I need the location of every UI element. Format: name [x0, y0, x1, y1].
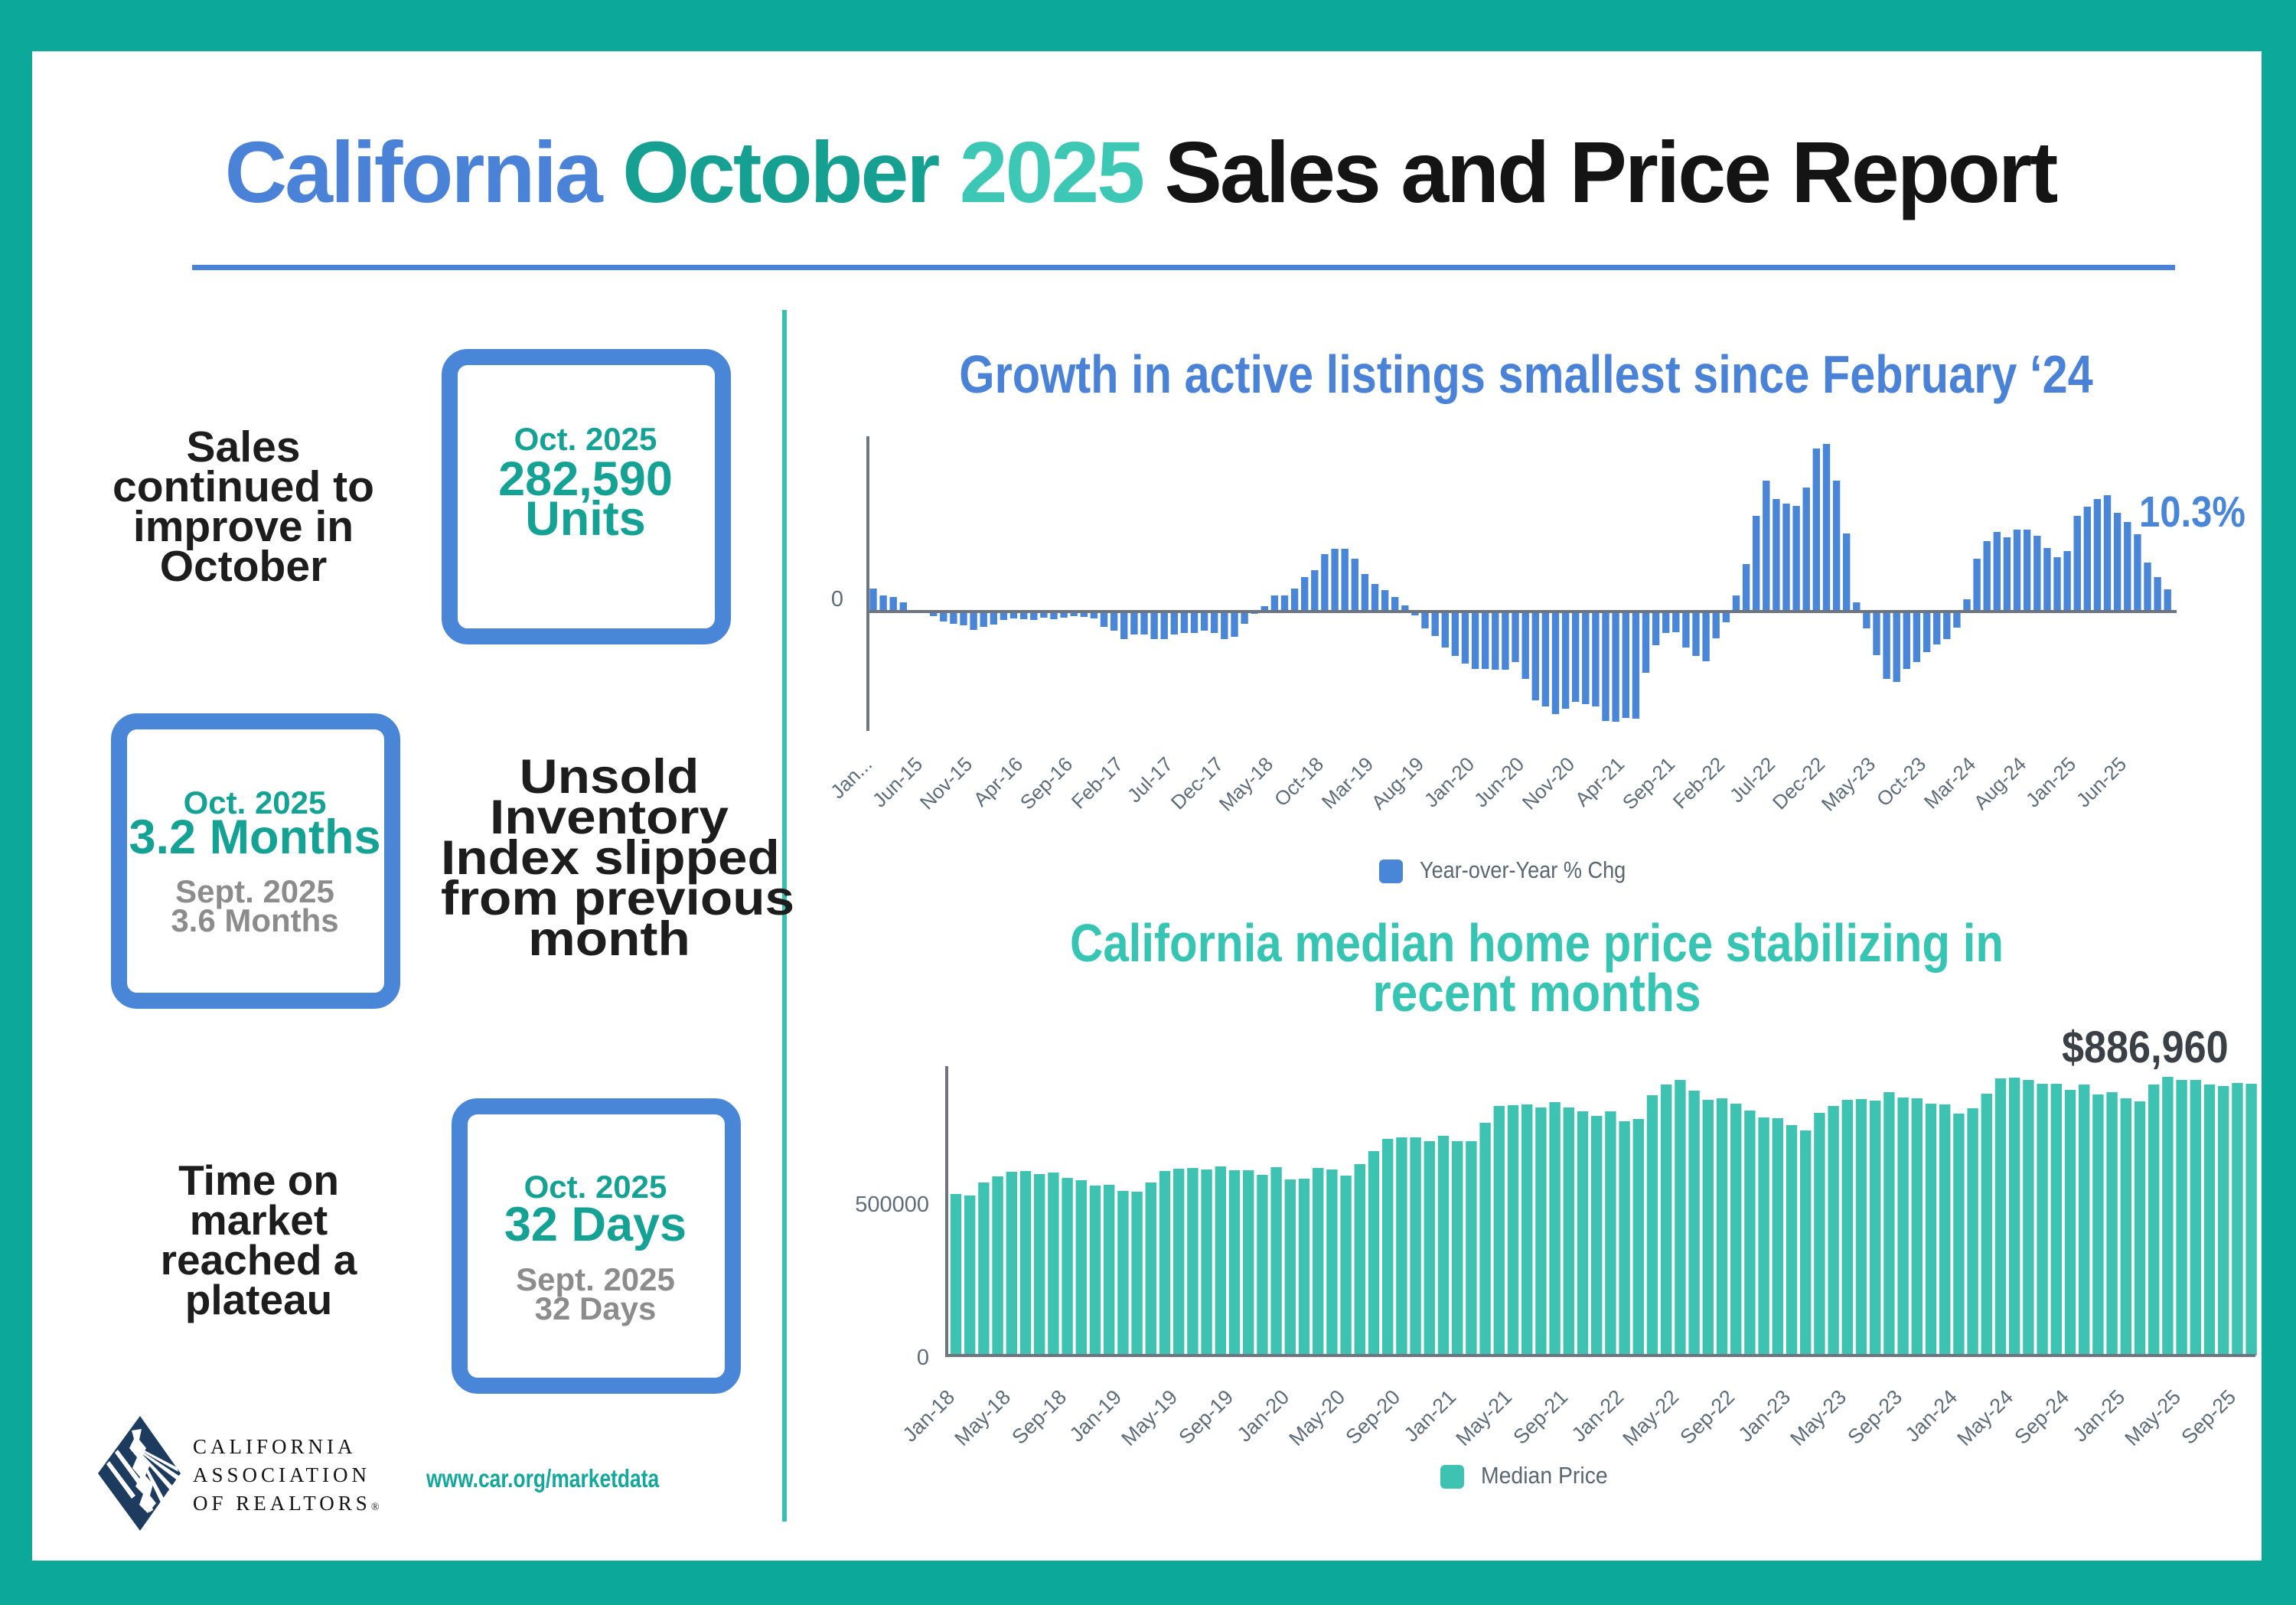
svg-text:Mar-19: Mar-19: [1317, 752, 1378, 813]
svg-text:500000: 500000: [855, 1192, 929, 1217]
svg-text:10.3%: 10.3%: [2139, 488, 2245, 537]
svg-text:Jan-22: Jan-22: [1567, 1385, 1629, 1447]
svg-text:Nov-20: Nov-20: [1518, 752, 1579, 814]
svg-text:Mar-24: Mar-24: [1919, 752, 1980, 813]
svg-text:0: 0: [831, 587, 843, 612]
svg-text:Sep-23: Sep-23: [1843, 1385, 1906, 1449]
svg-text:Jun-20: Jun-20: [1469, 752, 1528, 811]
svg-text:May-21: May-21: [1451, 1385, 1516, 1450]
svg-text:Sep-21: Sep-21: [1618, 752, 1679, 814]
svg-text:Median Price: Median Price: [1481, 1463, 1608, 1489]
svg-text:Sep-25: Sep-25: [2177, 1385, 2240, 1449]
svg-text:Jan-25: Jan-25: [2021, 752, 2080, 811]
svg-text:Jan-23: Jan-23: [1734, 1385, 1795, 1447]
svg-text:May-25: May-25: [2120, 1385, 2185, 1450]
svg-text:May-24: May-24: [1952, 1385, 2017, 1450]
svg-text:Sep-20: Sep-20: [1341, 1385, 1404, 1449]
svg-text:Jan-21: Jan-21: [1400, 1385, 1461, 1447]
svg-text:Jan-18: Jan-18: [899, 1385, 960, 1447]
svg-text:Sep-24: Sep-24: [2010, 1385, 2073, 1449]
svg-text:Feb-17: Feb-17: [1067, 752, 1127, 813]
svg-text:Apr-16: Apr-16: [969, 752, 1027, 811]
svg-text:May-23: May-23: [1786, 1385, 1851, 1450]
svg-text:Jan-19: Jan-19: [1065, 1385, 1127, 1447]
svg-text:May-23: May-23: [1817, 752, 1880, 816]
svg-text:Oct-18: Oct-18: [1270, 752, 1328, 811]
svg-text:Jun-15: Jun-15: [868, 752, 927, 811]
svg-text:May-18: May-18: [950, 1385, 1015, 1450]
svg-text:May-20: May-20: [1284, 1385, 1349, 1450]
svg-text:Jun-25: Jun-25: [2072, 752, 2131, 811]
svg-text:Feb-22: Feb-22: [1668, 752, 1729, 813]
svg-text:May-18: May-18: [1215, 752, 1278, 816]
svg-text:Jan-24: Jan-24: [1901, 1385, 1962, 1447]
svg-text:May-22: May-22: [1618, 1385, 1683, 1450]
svg-text:Sep-18: Sep-18: [1007, 1385, 1071, 1449]
svg-text:Sep-16: Sep-16: [1016, 752, 1077, 814]
svg-text:Sep-19: Sep-19: [1174, 1385, 1238, 1449]
svg-text:Jan-20: Jan-20: [1420, 752, 1479, 811]
svg-text:Year-over-Year % Chg: Year-over-Year % Chg: [1420, 857, 1626, 883]
svg-text:Jan-25: Jan-25: [2069, 1385, 2130, 1447]
svg-text:Sep-21: Sep-21: [1508, 1385, 1572, 1449]
svg-text:Aug-19: Aug-19: [1367, 752, 1428, 814]
svg-text:Sep-22: Sep-22: [1675, 1385, 1739, 1449]
svg-text:$886,960: $886,960: [2062, 1022, 2229, 1072]
svg-text:May-19: May-19: [1117, 1385, 1182, 1450]
svg-text:Dec-17: Dec-17: [1166, 752, 1228, 814]
svg-text:Apr-21: Apr-21: [1570, 752, 1629, 811]
svg-text:Oct-23: Oct-23: [1872, 752, 1930, 811]
svg-text:Aug-24: Aug-24: [1969, 752, 2030, 814]
svg-text:Dec-22: Dec-22: [1768, 752, 1829, 814]
svg-text:Nov-15: Nov-15: [915, 752, 977, 814]
svg-text:0: 0: [917, 1346, 929, 1370]
svg-text:Jan-20: Jan-20: [1233, 1385, 1294, 1447]
